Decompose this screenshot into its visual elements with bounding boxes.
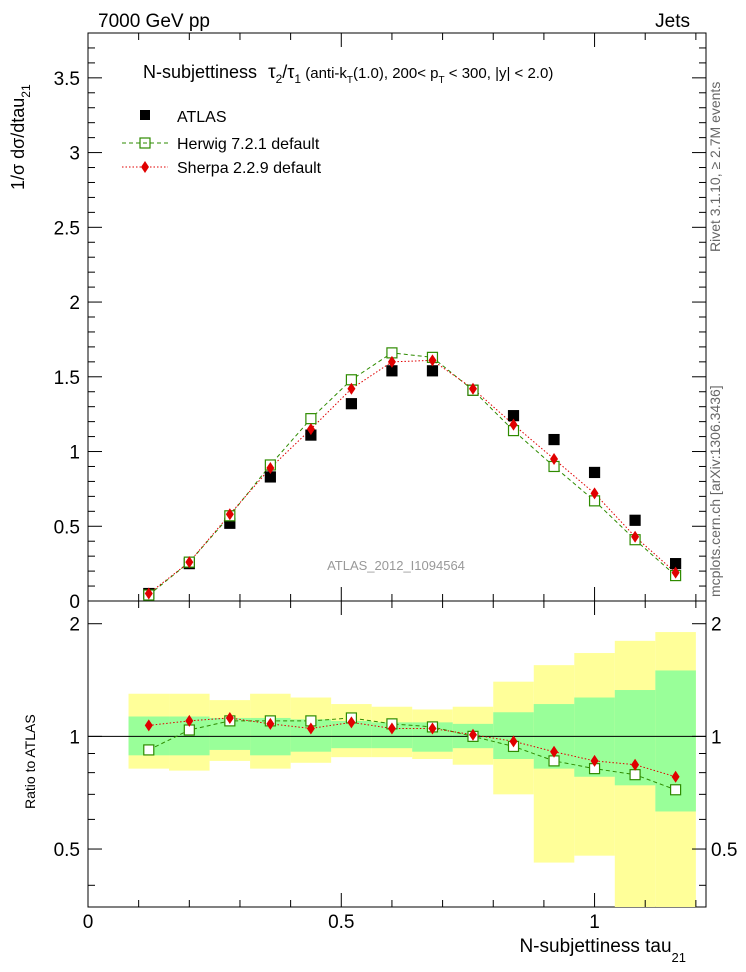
atlas-point xyxy=(629,514,641,526)
ratio-uncertainty-bands xyxy=(88,632,706,907)
sherpa-ratio-point xyxy=(185,714,194,727)
herwig-line xyxy=(148,352,676,596)
axes-ticks: 00.511.522.533.50.5 0.51 12 20 0.5 1 xyxy=(54,33,737,933)
legend: ATLAS Herwig 7.2.1 default Sherpa 2.2.9 … xyxy=(122,109,322,177)
x-axis-label: N-subjettiness tau21 xyxy=(519,936,686,965)
sherpa-line xyxy=(148,359,676,594)
main-y-tick-label: 0.5 xyxy=(54,517,80,538)
main-y-tick-label: 2.5 xyxy=(54,218,80,239)
sherpa-ratio-line xyxy=(148,717,676,778)
sherpa-ratio-point xyxy=(509,735,518,748)
sherpa-ratio-point xyxy=(225,711,234,724)
data-markers xyxy=(143,347,682,796)
ratio-panel-frame xyxy=(87,600,707,908)
ratio-y-tick-label: 2 xyxy=(69,615,80,636)
sherpa-point xyxy=(590,487,599,500)
atlas-point xyxy=(548,433,560,446)
header-energy-label: 7000 GeV pp xyxy=(98,11,210,32)
x-tick-label: 0 xyxy=(83,912,94,933)
mcplots-label: mcplots.cern.ch [arXiv:1306.3436] xyxy=(707,385,723,597)
herwig-ratio-line xyxy=(148,717,676,791)
sherpa-point xyxy=(225,508,234,521)
ratio-y-tick-label-right: 2 xyxy=(711,615,722,636)
sherpa-point xyxy=(631,530,640,543)
legend-sherpa-marker xyxy=(141,161,149,173)
ratio-y-tick-label-right: 0.5 xyxy=(711,840,737,861)
sherpa-ratio-point xyxy=(468,728,477,741)
herwig-ratio-point xyxy=(143,744,155,756)
sherpa-point xyxy=(428,354,437,367)
legend-atlas-marker xyxy=(140,110,150,120)
main-y-tick-label: 1.5 xyxy=(54,368,80,389)
sherpa-point xyxy=(509,418,518,431)
sherpa-point xyxy=(387,355,396,368)
header-process-label: Jets xyxy=(655,11,690,32)
x-tick-label: 0.5 xyxy=(328,912,354,933)
sherpa-point xyxy=(468,382,477,395)
sherpa-ratio-point xyxy=(590,754,599,767)
sherpa-point xyxy=(266,461,275,474)
sherpa-point xyxy=(671,566,680,579)
atlas-point xyxy=(588,466,601,479)
sherpa-ratio-point xyxy=(671,770,680,783)
herwig-ratio-point xyxy=(629,769,641,781)
atlas-point xyxy=(345,398,358,410)
main-y-tick-label: 2 xyxy=(69,293,80,314)
sherpa-point xyxy=(185,556,194,569)
ratio-y-tick-label: 0.5 xyxy=(54,840,80,861)
main-y-tick-label: 3.5 xyxy=(54,69,80,90)
legend-herwig-label: Herwig 7.2.1 default xyxy=(177,136,320,153)
sherpa-ratio-point xyxy=(144,719,153,732)
sherpa-ratio-point xyxy=(550,745,559,758)
sherpa-ratio-point xyxy=(631,758,640,771)
herwig-point xyxy=(305,413,317,425)
sherpa-ratio-point xyxy=(387,722,396,735)
sherpa-ratio-point xyxy=(428,722,437,735)
sherpa-ratio-point xyxy=(306,722,315,735)
sherpa-ratio-point xyxy=(266,717,275,730)
main-y-tick-label: 0 xyxy=(69,592,80,613)
legend-sherpa-label: Sherpa 2.2.9 default xyxy=(177,160,322,177)
main-y-tick-label: 3 xyxy=(69,144,80,165)
plot-title: N-subjettiness τ2/τ1 (anti-kT(1.0), 200<… xyxy=(143,62,553,86)
rivet-label: Rivet 3.1.10, ≥ 2.7M events xyxy=(707,82,723,252)
x-tick-label: 1 xyxy=(589,912,600,933)
sherpa-point xyxy=(306,423,315,436)
ratio-y-tick-label: 1 xyxy=(69,727,80,748)
y-axis-label-main: 1/σ dσ/dtau21 xyxy=(8,84,33,190)
ratio-y-tick-label-right: 1 xyxy=(711,727,722,748)
legend-herwig-marker xyxy=(139,137,151,149)
sherpa-point xyxy=(144,587,153,600)
legend-atlas-label: ATLAS xyxy=(177,109,227,126)
y-axis-label-ratio: Ratio to ATLAS xyxy=(22,714,38,809)
sherpa-point xyxy=(347,382,356,395)
analysis-watermark: ATLAS_2012_I1094564 xyxy=(327,558,465,573)
sherpa-point xyxy=(550,453,559,465)
herwig-ratio-point xyxy=(670,784,682,796)
main-y-tick-label: 1 xyxy=(69,443,80,464)
sherpa-ratio-point xyxy=(347,716,356,729)
atlas-point xyxy=(426,365,439,377)
